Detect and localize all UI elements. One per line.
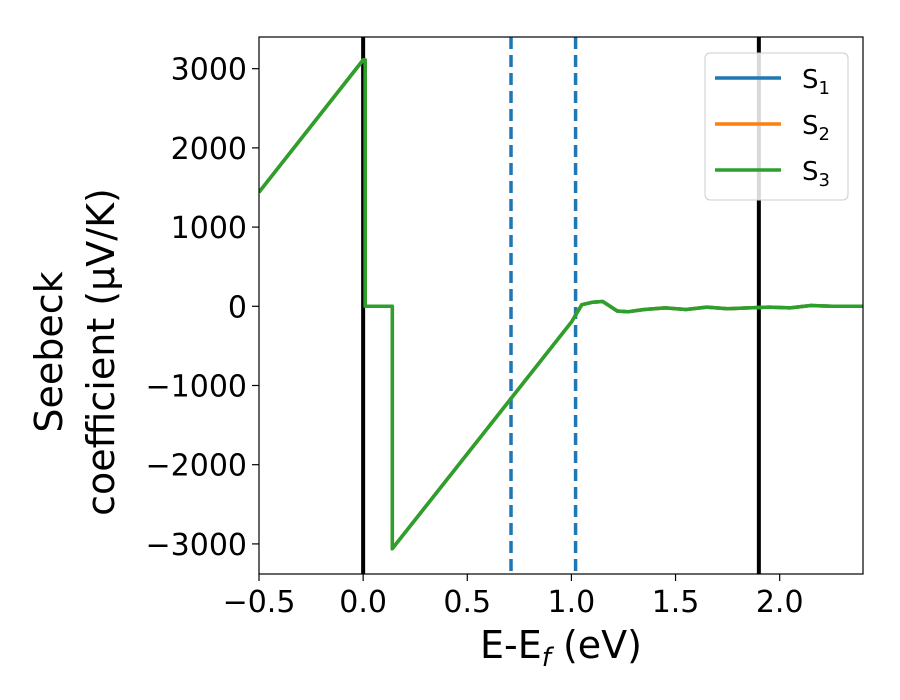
legend-label-s2: S2 xyxy=(802,111,830,145)
x-tick-label: 2.0 xyxy=(756,585,804,620)
y-axis-title-line1: Seebeck xyxy=(27,271,71,432)
x-tick-label: 1.0 xyxy=(548,585,596,620)
series-line-s3 xyxy=(259,58,863,551)
x-tick-label: −0.5 xyxy=(223,585,296,620)
y-tick-label: −1000 xyxy=(146,369,247,404)
y-axis-ticks: 3000 2000 1000 0 −1000 −2000 −3000 xyxy=(146,53,259,563)
x-axis-ticks: −0.5 0.0 0.5 1.0 1.5 2.0 xyxy=(223,574,804,620)
data-series xyxy=(259,58,863,551)
vertical-lines xyxy=(361,37,761,574)
y-axis-title-group: Seebeck coefficient (μV/K) xyxy=(27,188,123,516)
y-tick-label: −3000 xyxy=(146,528,247,563)
legend-label-s1: S1 xyxy=(802,65,830,99)
y-axis-title-line2: coefficient (μV/K) xyxy=(79,188,123,516)
y-tick-label: 1000 xyxy=(171,211,247,246)
legend-label-s3: S3 xyxy=(802,157,830,191)
legend: S1 S2 S3 xyxy=(704,52,849,201)
x-tick-label: 1.5 xyxy=(652,585,700,620)
y-tick-label: 2000 xyxy=(171,132,247,167)
x-tick-label: 0.0 xyxy=(339,585,387,620)
y-tick-label: −2000 xyxy=(146,449,247,484)
legend-box xyxy=(704,52,849,201)
x-axis-title: E-Ef (eV) xyxy=(480,623,642,673)
y-tick-label: 0 xyxy=(228,290,247,325)
y-tick-label: 3000 xyxy=(171,53,247,88)
plot-frame xyxy=(258,36,864,575)
x-tick-label: 0.5 xyxy=(443,585,491,620)
